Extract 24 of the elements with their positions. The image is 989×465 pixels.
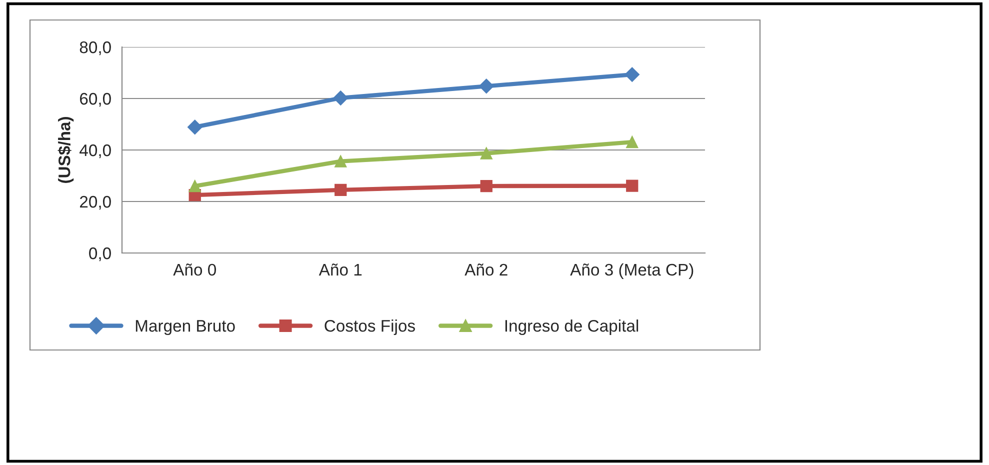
y-axis-title: (US$/ha) [58,117,74,183]
point [334,184,347,196]
point [334,155,347,168]
legend-label: Costos Fijos [324,320,415,336]
legend-label: Ingreso de Capital [505,320,638,336]
y-tick-label: 0,0 [89,247,111,262]
y-tick-label: 40,0 [80,144,111,158]
point [626,180,638,192]
point [333,90,348,106]
point [188,180,201,192]
point [480,180,492,192]
y-tick-label: 60,0 [80,92,111,107]
point [480,147,492,160]
legend-label: Margen Bruto [136,320,235,336]
point [624,67,640,82]
x-tick-label: Año 1 [318,264,362,276]
y-tick-label: 80,0 [80,41,111,56]
y-tick-label: 20,0 [80,196,111,210]
x-tick-label: Año 0 [173,264,216,276]
x-tick-label: Año 3 (Meta CP) [570,263,694,279]
x-tick-label: Año 2 [464,264,508,276]
point [478,78,494,94]
point [187,120,202,134]
point [626,136,638,148]
